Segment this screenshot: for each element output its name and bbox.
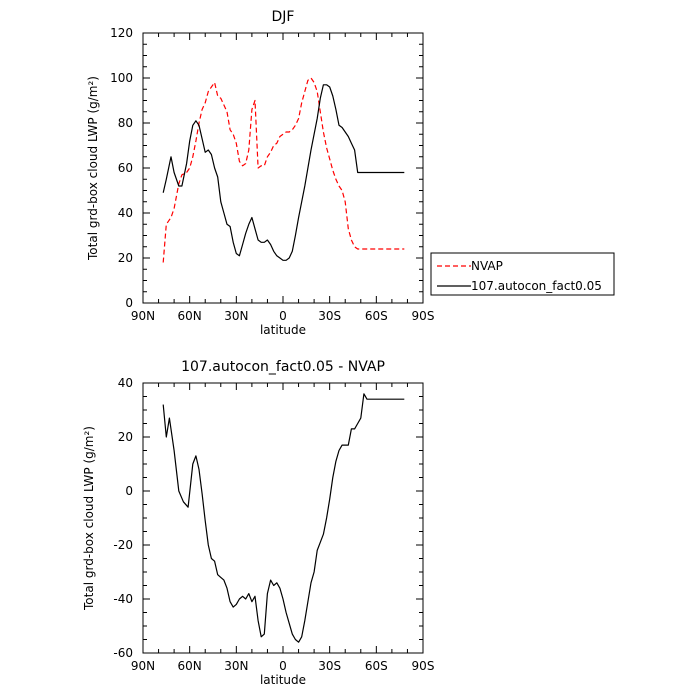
legend-box [430, 252, 615, 296]
series-line-0 [162, 77, 405, 263]
y-tick-label: -20 [113, 538, 133, 552]
x-tick-label: 30S [318, 659, 341, 673]
y-tick-label: 40 [118, 376, 133, 390]
y-tick-label: -60 [113, 646, 133, 660]
chart-title: DJF [272, 9, 295, 25]
legend-label: NVAP [471, 259, 503, 273]
y-tick-label: 100 [110, 71, 133, 85]
x-axis-label: latitude [260, 673, 306, 687]
plot-frame [142, 382, 424, 654]
x-tick-label: 90S [412, 309, 435, 323]
y-tick-label: 20 [118, 430, 133, 444]
x-tick-label: 60S [365, 659, 388, 673]
chart-title: 107.autocon_fact0.05 - NVAP [181, 359, 385, 375]
panel-bottom-difference: 90N 60N 30N 0 30S 60S 90S -60 -40 -20 0 20 40 107.aut… [82, 359, 434, 687]
y-tick-label: 40 [118, 206, 133, 220]
y-tick-label: 0 [125, 296, 133, 310]
x-tick-label: 0 [279, 309, 287, 323]
x-tick-label: 30N [224, 659, 248, 673]
y-tick-label: 80 [118, 116, 133, 130]
y-tick-label: -40 [113, 592, 133, 606]
series-line-0 [162, 393, 405, 643]
y-tick-label: 120 [110, 26, 133, 40]
x-tick-label: 30S [318, 309, 341, 323]
legend-label: 107.autocon_fact0.05 [471, 279, 602, 293]
series-line-1 [162, 84, 405, 261]
x-tick-label: 60N [178, 309, 202, 323]
plot-frame [142, 32, 424, 304]
legend: NVAP 107.autocon_fact0.05 [430, 252, 615, 296]
x-tick-label: 90N [131, 309, 155, 323]
panel-top-djf: 90N 60N 30N 0 30S 60S 90S 0 20 40 60 80 100 120 DJF lat… [86, 9, 615, 337]
x-tick-label: 60S [365, 309, 388, 323]
x-tick-label: 90S [412, 659, 435, 673]
x-tick-label: 0 [279, 659, 287, 673]
y-tick-label: 20 [118, 251, 133, 265]
x-axis-label: latitude [260, 323, 306, 337]
x-tick-label: 30N [224, 309, 248, 323]
y-axis-label: Total grd-box cloud LWP (g/m²) [86, 76, 100, 261]
y-tick-label: 0 [125, 484, 133, 498]
x-tick-label: 60N [178, 659, 202, 673]
y-axis-label: Total grd-box cloud LWP (g/m²) [82, 426, 96, 611]
y-tick-label: 60 [118, 161, 133, 175]
x-tick-label: 90N [131, 659, 155, 673]
